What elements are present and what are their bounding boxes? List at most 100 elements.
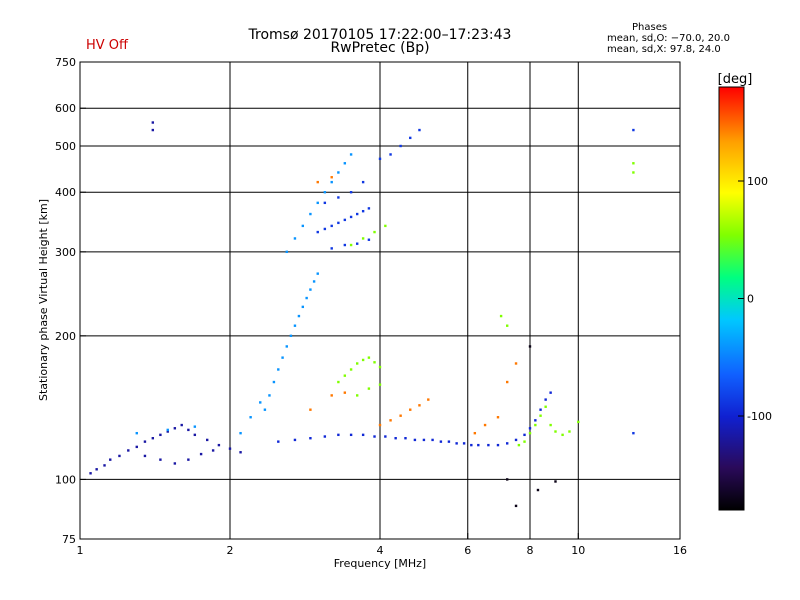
data-point <box>127 449 130 452</box>
data-point <box>431 438 434 442</box>
data-point <box>483 423 487 427</box>
data-point <box>337 433 340 437</box>
data-point <box>323 227 327 231</box>
data-point <box>330 224 333 228</box>
data-point <box>378 157 382 161</box>
data-point <box>554 430 557 433</box>
y-tick-label: 200 <box>55 330 76 343</box>
data-point <box>199 452 203 456</box>
data-point <box>349 243 353 247</box>
x-tick-label: 2 <box>227 544 234 557</box>
data-point <box>536 488 540 492</box>
data-point <box>355 242 359 245</box>
data-point <box>337 380 340 384</box>
data-point <box>143 440 147 443</box>
data-point <box>427 398 430 401</box>
data-point <box>316 230 319 234</box>
phases-heading: Phases <box>632 22 668 33</box>
data-point <box>528 427 532 430</box>
data-point <box>193 433 197 437</box>
x-tick-labels: 1 2 4 6 8 10 16 <box>77 533 687 557</box>
data-point <box>367 387 371 390</box>
data-point <box>399 144 402 148</box>
y-axis-label: Stationary phase Virtual Height [km] <box>37 199 50 401</box>
data-point <box>422 438 426 442</box>
data-point <box>549 391 552 394</box>
data-point <box>193 425 197 428</box>
x-tick-label: 4 <box>377 544 384 557</box>
data-point <box>447 440 451 443</box>
data-point <box>343 162 347 165</box>
data-point <box>409 136 412 140</box>
y-tick-label: 400 <box>55 186 76 199</box>
data-point <box>316 272 319 275</box>
data-point <box>413 438 417 442</box>
data-point <box>301 305 305 309</box>
data-point <box>323 201 327 205</box>
data-point <box>378 383 382 386</box>
data-point <box>309 212 312 216</box>
data-point <box>632 431 635 435</box>
x-tick-label: 16 <box>673 544 687 557</box>
data-point <box>135 445 138 449</box>
data-point <box>389 153 392 156</box>
data-point <box>355 394 359 397</box>
data-point <box>343 374 347 377</box>
data-point <box>211 449 215 452</box>
chart-title: Tromsø 20170105 17:22:00–17:23:43 <box>248 27 512 43</box>
x-tick-label: 1 <box>77 544 84 557</box>
x-tick-label: 10 <box>571 544 585 557</box>
data-point <box>159 458 162 461</box>
data-point <box>337 221 340 225</box>
x-axis-label: Frequency [MHz] <box>334 557 426 570</box>
data-point <box>293 324 297 327</box>
data-point <box>361 237 365 240</box>
data-point <box>249 416 252 419</box>
data-point <box>268 394 271 397</box>
data-point <box>534 423 537 427</box>
data-point <box>263 408 267 411</box>
data-point <box>293 438 297 442</box>
data-point <box>330 176 333 179</box>
data-point <box>312 280 316 283</box>
data-point <box>367 356 371 359</box>
data-point <box>473 431 477 435</box>
data-point <box>293 237 297 240</box>
data-point <box>239 431 242 435</box>
data-point <box>361 358 365 362</box>
data-point <box>404 437 407 440</box>
data-point <box>409 408 412 411</box>
y-tick-label: 100 <box>55 473 76 486</box>
data-point <box>439 440 443 443</box>
data-point <box>316 201 319 205</box>
colorbar-tick-label: 0 <box>747 293 754 306</box>
data-point <box>384 224 387 228</box>
data-point <box>297 314 301 318</box>
data-point <box>514 438 518 442</box>
data-point <box>418 128 421 132</box>
data-point <box>384 435 387 438</box>
data-point <box>103 464 106 467</box>
data-point <box>187 428 190 432</box>
data-point <box>534 419 537 422</box>
data-point <box>143 454 147 458</box>
data-point <box>166 428 169 432</box>
data-point <box>343 391 347 394</box>
y-tick-label: 750 <box>55 56 76 69</box>
colorbar-tick-label: 100 <box>747 175 768 188</box>
x-tick-label: 6 <box>464 544 471 557</box>
data-point <box>239 451 242 454</box>
data-point <box>554 480 557 483</box>
data-point <box>477 443 480 447</box>
data-point <box>330 180 333 184</box>
data-point <box>361 180 365 184</box>
data-point <box>151 128 155 132</box>
y-tick-label: 300 <box>55 246 76 259</box>
data-point <box>180 423 183 427</box>
data-point <box>330 247 333 250</box>
data-point <box>187 458 190 461</box>
y-tick-label: 500 <box>55 140 76 153</box>
data-point <box>378 365 382 369</box>
data-point <box>205 438 209 442</box>
